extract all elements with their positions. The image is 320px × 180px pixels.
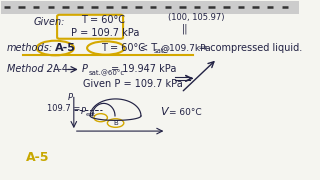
Text: Given:: Given: — [34, 17, 65, 27]
Text: A-4: A-4 — [53, 64, 69, 75]
Text: Method 2.: Method 2. — [7, 64, 56, 75]
Text: P: P — [68, 93, 73, 102]
Text: < T: < T — [140, 43, 157, 53]
Text: methods:: methods: — [7, 43, 53, 53]
Text: sat.: sat. — [154, 48, 167, 54]
Text: ||: || — [182, 23, 189, 34]
Text: T = 60°C: T = 60°C — [81, 15, 125, 25]
Text: (100, 105.97): (100, 105.97) — [168, 13, 224, 22]
Text: P: P — [82, 64, 88, 75]
Text: ⇒ compressed liquid.: ⇒ compressed liquid. — [199, 43, 302, 53]
Text: A-5: A-5 — [55, 43, 76, 53]
Text: P: P — [81, 107, 86, 116]
Text: A-5: A-5 — [26, 151, 50, 164]
Text: B: B — [113, 120, 118, 126]
Text: @109.7kPa: @109.7kPa — [160, 44, 211, 53]
Text: 109.7 =: 109.7 = — [47, 104, 80, 113]
Text: Given P = 109.7 kPa: Given P = 109.7 kPa — [83, 79, 182, 89]
Text: sat.@60°c: sat.@60°c — [89, 70, 125, 76]
Text: P = 109.7 kPa: P = 109.7 kPa — [71, 28, 139, 38]
FancyBboxPatch shape — [1, 1, 299, 14]
Text: V: V — [160, 107, 168, 117]
Text: = 19.947 kPa: = 19.947 kPa — [110, 64, 176, 75]
Text: ext: ext — [86, 112, 96, 117]
Text: T = 60°C: T = 60°C — [101, 43, 145, 53]
Text: = 60°C: = 60°C — [169, 108, 202, 117]
